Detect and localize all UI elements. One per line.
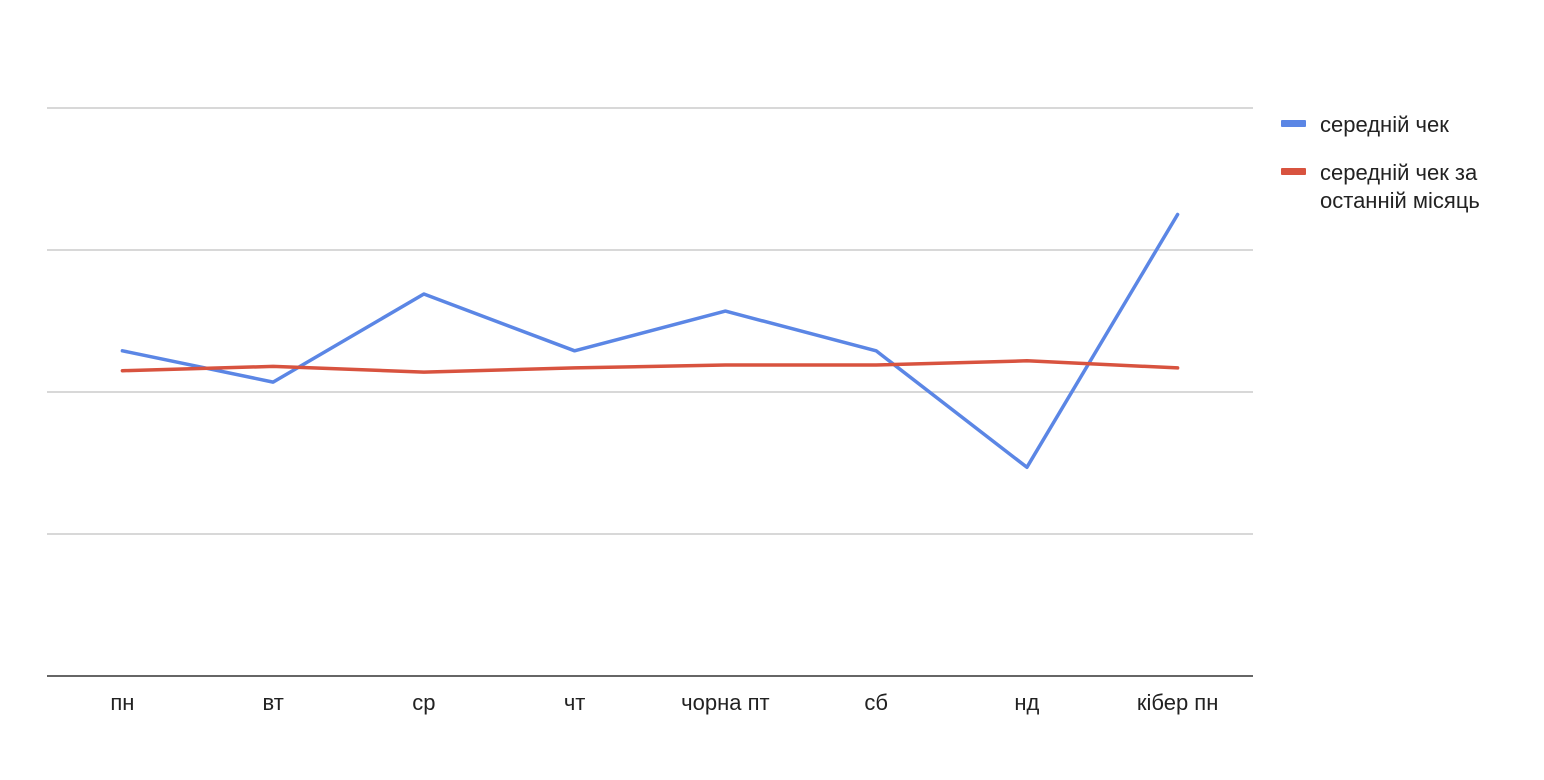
series-line-1 (120, 359, 1180, 374)
x-tick-label-2: ср (412, 690, 435, 715)
legend-label-1-line-1: останній місяць (1320, 188, 1480, 213)
legend-swatch-1 (1281, 168, 1306, 175)
legend: середній чек середній чек за останній міся… (1281, 112, 1480, 213)
x-tick-label-0: пн (110, 690, 134, 715)
x-tick-label-6: нд (1014, 690, 1039, 715)
legend-item-1: середній чек за останній місяць (1281, 160, 1480, 213)
x-tick-label-7: кібер пн (1137, 690, 1219, 715)
x-axis-tick-labels: пн вт ср чт чорна пт сб нд кібер пн (110, 690, 1218, 715)
x-tick-label-3: чт (564, 690, 586, 715)
series-group (120, 212, 1180, 470)
legend-item-0: середній чек (1281, 112, 1449, 137)
legend-swatch-0 (1281, 120, 1306, 127)
legend-label-1-line-0: середній чек за (1320, 160, 1478, 185)
legend-label-0: середній чек (1320, 112, 1449, 137)
series-line-0 (120, 212, 1180, 470)
x-tick-label-5: сб (864, 690, 888, 715)
x-tick-label-4: чорна пт (681, 690, 769, 715)
gridlines (47, 107, 1253, 535)
x-tick-label-1: вт (262, 690, 283, 715)
